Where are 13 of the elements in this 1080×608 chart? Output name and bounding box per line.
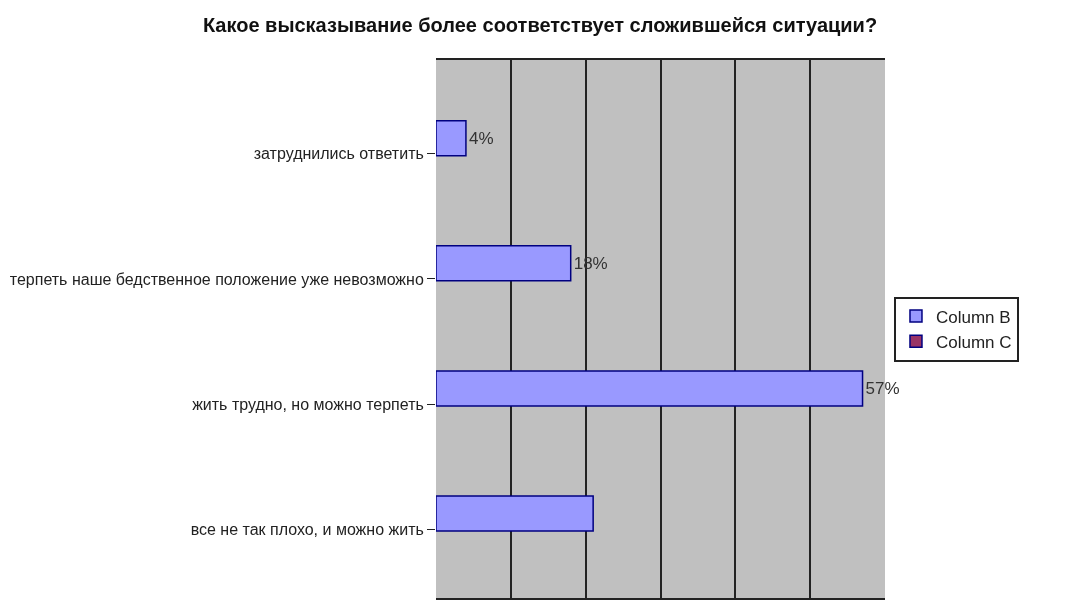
chart-title: Какое высказывание более соответствует сложившейся ситуации? [202,14,878,37]
data-label: 57% [865,378,900,398]
bar [436,495,594,532]
legend-label: Column C [935,332,1012,352]
bar [436,119,467,157]
y-tick-label: все не так плохо, и можно жить [190,520,424,538]
data-label: 4% [468,128,494,148]
y-tick-label: жить трудно, но можно терпеть [192,395,424,413]
legend-label: Column B [935,307,1011,327]
bar [436,370,864,407]
y-tick-label: затруднились ответить [253,145,424,163]
y-tick-label: терпеть наше бедственное положение уже невозможно [9,270,424,288]
bar [436,245,572,282]
